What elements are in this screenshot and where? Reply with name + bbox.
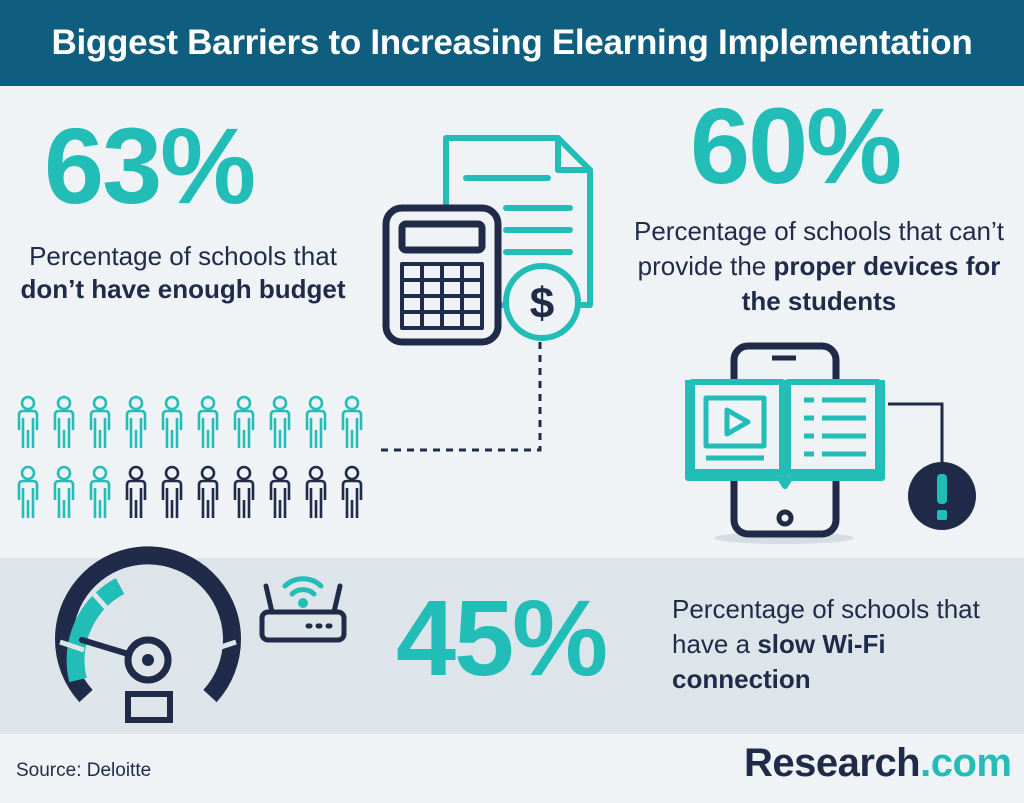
page-title: Biggest Barriers to Increasing Elearning…	[51, 23, 973, 62]
stat-budget-text: Percentage of schools that	[29, 241, 337, 271]
stat-devices-emphasis: proper devices for the students	[741, 251, 1001, 316]
person-icon	[89, 465, 111, 518]
stat-budget-emphasis: don’t have enough budget	[20, 274, 346, 304]
dashed-connector	[376, 342, 542, 452]
person-icon	[341, 465, 363, 518]
person-icon	[17, 465, 39, 518]
person-icon	[125, 465, 147, 518]
router-icon	[259, 576, 347, 643]
stat-devices-value: 60%	[690, 85, 902, 206]
person-icon	[305, 465, 327, 518]
person-icon	[233, 465, 255, 518]
stat-devices-description: Percentage of schools that can’t provide…	[624, 214, 1014, 319]
stat-devices-text: Percentage of schools that can’t provide…	[633, 216, 1004, 281]
speed-arc-low	[66, 578, 125, 683]
stat-budget-value: 63%	[44, 105, 256, 226]
stat-wifi-description: Percentage of schools that have a slow W…	[672, 592, 1017, 697]
person-icon	[53, 465, 75, 518]
stat-budget-description: Percentage of schools that don’t have en…	[8, 240, 358, 306]
person-icon	[197, 465, 219, 518]
stat-wifi-text: Percentage of schools that have a	[672, 594, 980, 659]
person-icon	[53, 395, 75, 448]
header-banner: Biggest Barriers to Increasing Elearning…	[0, 0, 1024, 86]
wifi-signal-icon	[282, 576, 324, 608]
logo-brand-text: Research	[744, 741, 921, 785]
dollar-coin-icon: $	[503, 263, 581, 341]
callout-line	[888, 402, 944, 468]
person-icon	[269, 465, 291, 518]
person-icon	[305, 395, 327, 448]
person-icon	[17, 395, 39, 448]
play-icon	[724, 407, 751, 437]
svg-text:$: $	[530, 279, 554, 328]
person-icon	[161, 395, 183, 448]
budget-icon-group: $	[382, 135, 593, 346]
person-icon	[341, 395, 363, 448]
person-icon	[233, 395, 255, 448]
person-icon	[197, 395, 219, 448]
exclamation-icon	[908, 462, 976, 530]
person-icon	[89, 395, 111, 448]
source-note: Source: Deloitte	[16, 760, 152, 781]
open-book-icon	[685, 379, 885, 489]
stat-wifi-emphasis: slow Wi-Fi connection	[672, 629, 886, 694]
logo-tld-text: .com	[920, 741, 1012, 785]
devices-icon-group	[685, 342, 976, 544]
stat-wifi-value: 45%	[396, 577, 608, 698]
people-grid	[17, 395, 363, 518]
person-icon	[269, 395, 291, 448]
person-icon	[161, 465, 183, 518]
speedometer-icon	[55, 546, 241, 723]
person-icon	[125, 395, 147, 448]
brand-logo: Research.com	[744, 738, 1014, 788]
calculator-icon	[382, 204, 502, 346]
